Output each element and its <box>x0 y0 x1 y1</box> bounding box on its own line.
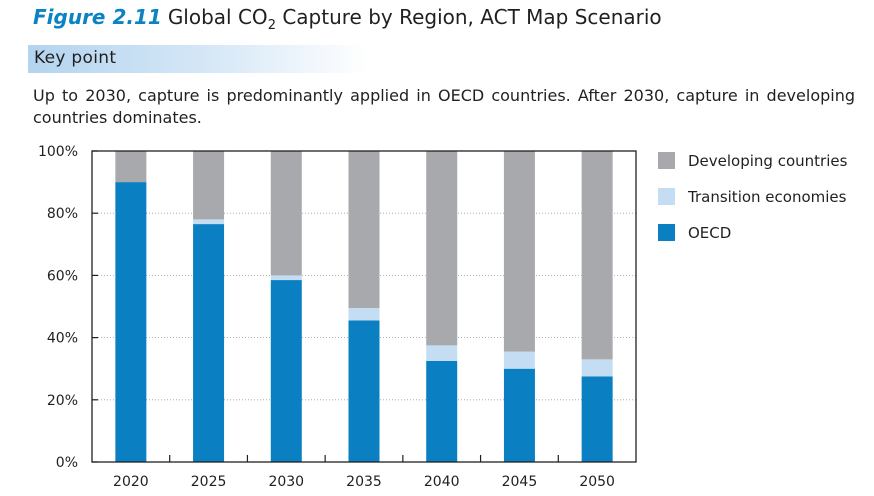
bar-oecd-2040 <box>426 360 458 462</box>
bar-oecd-2035 <box>348 320 380 462</box>
key-point-banner: Key point <box>28 45 368 73</box>
bar-transition-economies-2045 <box>503 351 535 369</box>
bar-oecd-2020 <box>115 182 147 462</box>
bar-transition-economies-2035 <box>348 308 380 321</box>
bar-developing-countries-2035 <box>348 151 380 309</box>
figure-number: Figure 2.11 <box>33 5 162 29</box>
bar-developing-countries-2020 <box>115 151 147 183</box>
figure-title: Figure 2.11 Global CO2 Capture by Region,… <box>33 5 662 33</box>
bar-developing-countries-2030 <box>270 151 302 276</box>
x-tick-label: 2020 <box>113 474 149 490</box>
legend-label: OECD <box>688 224 731 242</box>
bar-oecd-2025 <box>193 224 225 462</box>
legend-swatch-oecd <box>658 224 675 241</box>
y-tick-label: 80% <box>47 206 78 222</box>
y-tick-label: 0% <box>56 455 78 471</box>
x-tick-label: 2045 <box>502 474 538 490</box>
bar-transition-economies-2030 <box>270 275 302 281</box>
bar-developing-countries-2040 <box>426 151 458 346</box>
bar-transition-economies-2050 <box>581 359 613 377</box>
figure-title-post: Capture by Region, ACT Map Scenario <box>275 5 662 29</box>
bar-oecd-2030 <box>270 280 302 462</box>
x-tick-label: 2040 <box>424 474 460 490</box>
x-tick-label: 2050 <box>579 474 615 490</box>
x-tick-label: 2030 <box>268 474 304 490</box>
bar-transition-economies-2025 <box>193 219 225 225</box>
bar-oecd-2050 <box>581 376 613 462</box>
legend-swatch-developing-countries <box>658 152 675 169</box>
plot-frame <box>91 150 637 463</box>
y-tick-label: 100% <box>38 144 78 160</box>
bar-developing-countries-2045 <box>503 151 535 352</box>
x-tick-label: 2025 <box>191 474 227 490</box>
bar-developing-countries-2050 <box>581 151 613 360</box>
y-tick-label: 20% <box>47 393 78 409</box>
x-tick-label: 2035 <box>346 474 382 490</box>
key-point-text: Up to 2030, capture is predominantly app… <box>33 86 855 127</box>
legend-label: Transition economies <box>687 188 847 206</box>
legend-label: Developing countries <box>688 152 848 170</box>
bar-transition-economies-2040 <box>426 345 458 361</box>
key-point-label: Key point <box>34 48 117 68</box>
figure-title-pre: Global CO <box>167 5 268 29</box>
y-tick-label: 40% <box>47 331 78 347</box>
figure-title-subscript: 2 <box>267 18 276 33</box>
bar-developing-countries-2025 <box>193 151 225 220</box>
y-tick-label: 60% <box>47 268 78 284</box>
legend-swatch-transition-economies <box>658 188 675 205</box>
bar-oecd-2045 <box>503 368 535 462</box>
